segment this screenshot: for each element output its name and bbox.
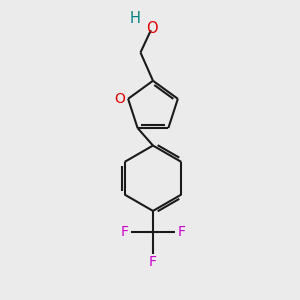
Text: O: O <box>147 21 158 36</box>
Text: F: F <box>149 255 157 269</box>
Text: F: F <box>120 225 128 239</box>
Text: F: F <box>178 225 186 239</box>
Text: O: O <box>114 92 125 106</box>
Text: H: H <box>130 11 141 26</box>
